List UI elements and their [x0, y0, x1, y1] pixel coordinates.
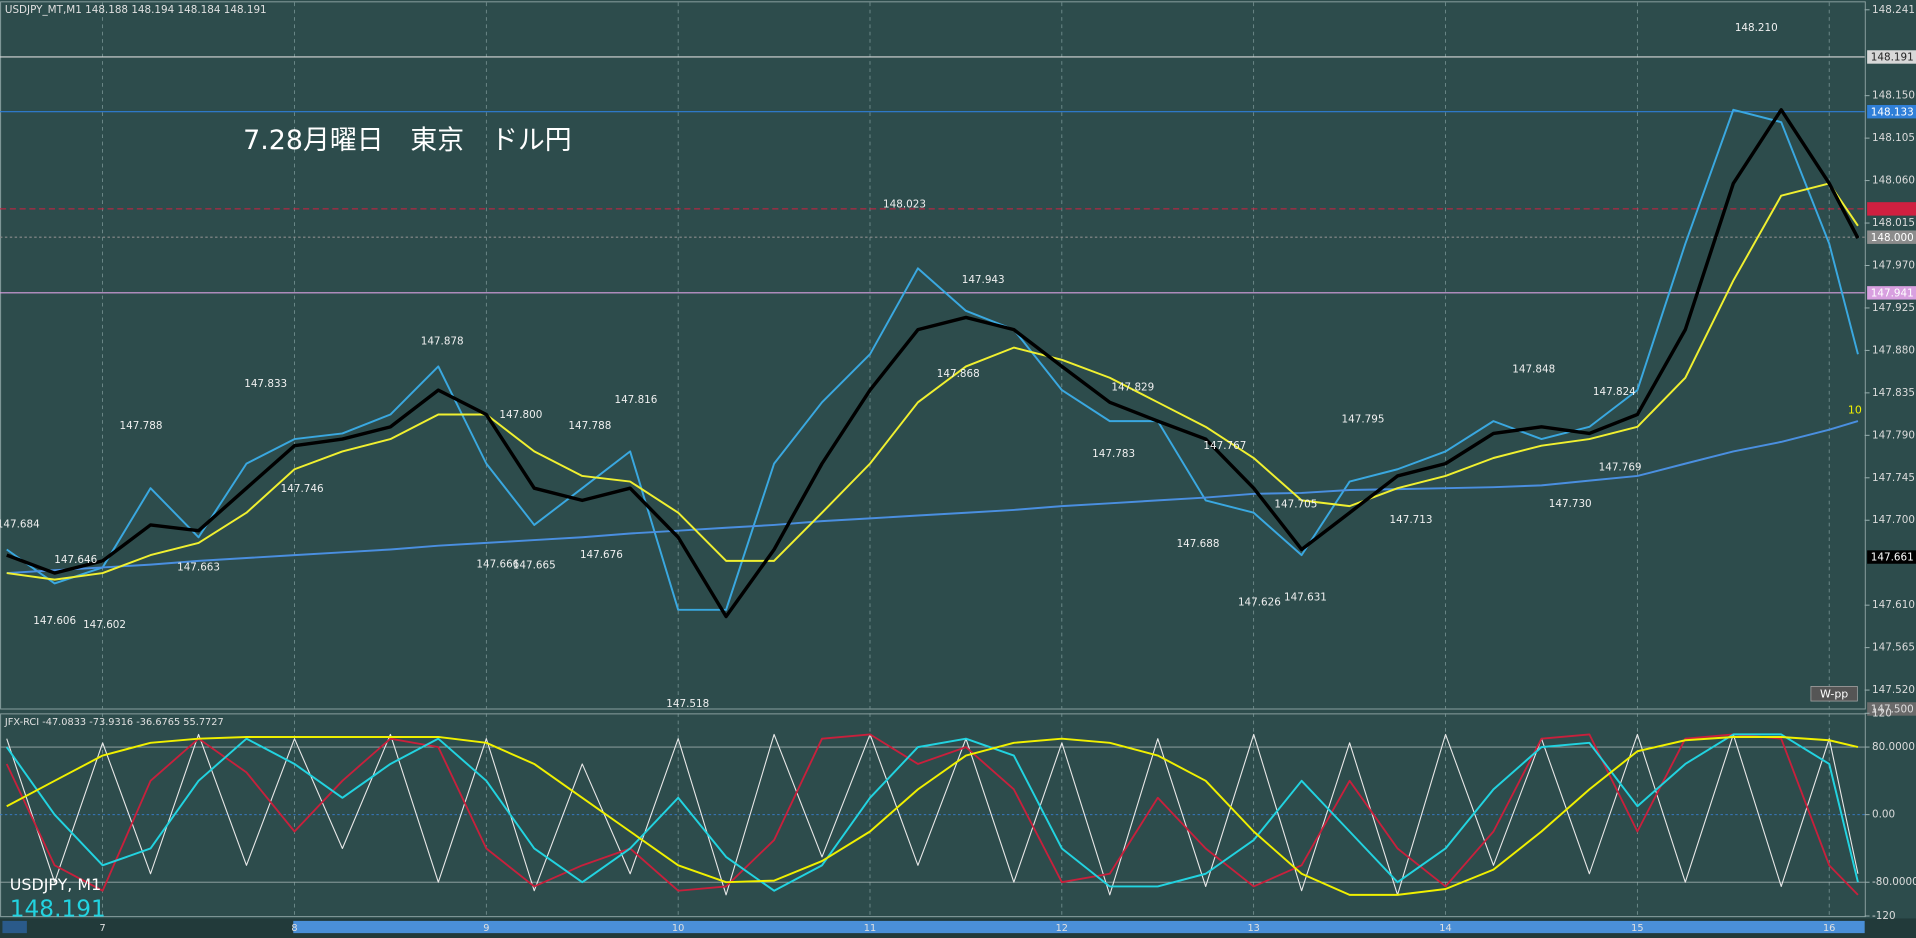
- y-tick-label: 147.745: [1872, 472, 1915, 484]
- y-tick-label: 80.0000: [1872, 741, 1915, 753]
- peak-label: 147.816: [614, 394, 657, 406]
- y-tick-label: 147.880: [1872, 344, 1915, 356]
- series-line: [6, 182, 1859, 581]
- peak-label: 147.848: [1512, 364, 1555, 376]
- peak-label: 147.602: [83, 619, 126, 631]
- peak-label: 147.783: [1092, 448, 1135, 460]
- x-tick-label: 14: [1439, 923, 1451, 934]
- peak-label: 147.684: [0, 518, 40, 530]
- x-tick-label: 7: [100, 923, 106, 934]
- price-level-label: 147.941: [1871, 287, 1914, 299]
- x-tick-label: 10: [672, 923, 684, 934]
- series-line: [6, 108, 1859, 611]
- last-price: 148.191: [10, 895, 106, 922]
- peak-label: 147.518: [666, 698, 709, 710]
- peak-label: 147.646: [54, 554, 97, 566]
- price-level-label: 148.133: [1871, 106, 1914, 118]
- peak-label: 147.943: [962, 274, 1005, 286]
- badge: W-pp: [1820, 687, 1848, 700]
- y-tick-label: 147.970: [1872, 259, 1915, 271]
- series-line: [6, 735, 1859, 896]
- x-tick-label: 13: [1247, 923, 1259, 934]
- y-tick-label: 148.105: [1872, 132, 1915, 144]
- x-tick-label: 9: [483, 923, 489, 934]
- series-line: [5, 733, 1859, 896]
- x-tick-label: 15: [1631, 923, 1643, 934]
- peak-label: 147.800: [499, 409, 542, 421]
- peak-label: 147.665: [513, 559, 556, 571]
- peak-label: 147.626: [1238, 596, 1281, 608]
- y-tick-label: 147.520: [1872, 684, 1915, 696]
- peak-label: 147.829: [1111, 382, 1154, 394]
- y-tick-label: 148.241: [1872, 4, 1915, 16]
- y-tick-label: -120: [1872, 910, 1896, 922]
- peak-label: 147.788: [120, 420, 163, 432]
- peak-label: 147.868: [937, 368, 980, 380]
- peak-label: 147.730: [1549, 498, 1592, 510]
- indicator-info: JFX-RCI -47.0833 -73.9316 -36.6765 55.77…: [4, 717, 224, 728]
- price-level-box: [1867, 230, 1916, 244]
- price-level-box: [1867, 104, 1916, 119]
- badge-box: [1810, 686, 1858, 702]
- y-tick-label: 148.060: [1872, 175, 1915, 187]
- scroll-range: [293, 920, 1865, 934]
- peak-label: 147.788: [568, 420, 611, 432]
- y-tick-label: 0.00: [1872, 809, 1895, 821]
- peak-label: 147.606: [33, 615, 76, 627]
- y-tick-label: -80.0000: [1872, 876, 1916, 888]
- main-panel-frame: [0, 1, 1866, 710]
- marker-label: 10: [1848, 403, 1862, 416]
- price-level-box: [1867, 50, 1916, 64]
- price-level-box: [1867, 702, 1916, 716]
- peak-label: 148.210: [1735, 22, 1778, 34]
- peak-label: 148.023: [883, 198, 926, 210]
- y-tick-label: 148.015: [1872, 217, 1915, 229]
- chart-info: USDJPY_MT,M1 148.188 148.194 148.184 148…: [5, 4, 267, 16]
- peak-label: 147.878: [421, 335, 464, 347]
- price-level-box: [1867, 202, 1916, 216]
- peak-label: 147.795: [1342, 414, 1385, 426]
- price-level-box: [1867, 286, 1916, 300]
- price-level-label: 147.500: [1871, 704, 1914, 716]
- chart-title: 7.28月曜日 東京 ドル円: [243, 125, 571, 156]
- y-tick-label: 147.700: [1872, 514, 1915, 526]
- series-line: [6, 420, 1859, 575]
- peak-label: 147.833: [244, 378, 287, 390]
- peak-label: 147.631: [1284, 592, 1327, 604]
- x-tick-label: 8: [291, 923, 297, 934]
- x-tick-label: 16: [1823, 923, 1835, 934]
- y-tick-label: 148.150: [1872, 90, 1915, 102]
- price-level-label: 148.000: [1871, 232, 1914, 244]
- peak-label: 147.746: [281, 483, 324, 495]
- y-tick-label: 120: [1872, 707, 1892, 719]
- y-tick-label: 147.565: [1872, 642, 1915, 654]
- y-tick-label: 147.835: [1872, 387, 1915, 399]
- y-tick-label: 147.790: [1872, 429, 1915, 441]
- price-level-label: 148.191: [1871, 52, 1914, 64]
- peak-label: 147.769: [1599, 461, 1642, 473]
- indicator-panel-frame: [0, 713, 1866, 918]
- series-line: [5, 733, 1859, 892]
- x-tick-label: 11: [864, 923, 876, 934]
- peak-label: 147.767: [1203, 440, 1246, 452]
- peak-label: 147.824: [1593, 386, 1636, 398]
- symbol-label: USDJPY, M1: [10, 875, 101, 894]
- y-tick-label: 147.925: [1872, 302, 1915, 314]
- peak-label: 147.676: [580, 549, 623, 561]
- scroll-start: [2, 920, 27, 934]
- peak-label: 147.705: [1274, 499, 1317, 511]
- peak-label: 147.688: [1177, 538, 1220, 550]
- price-level-box: [1867, 550, 1916, 564]
- y-tick-label: 147.610: [1872, 599, 1915, 611]
- price-level-label: 147.661: [1871, 552, 1914, 564]
- series-line: [6, 108, 1860, 619]
- peak-label: 147.666: [476, 559, 519, 571]
- peak-label: 147.713: [1390, 514, 1433, 526]
- x-tick-label: 12: [1056, 923, 1068, 934]
- series-line: [6, 733, 1859, 896]
- peak-label: 147.663: [177, 561, 220, 573]
